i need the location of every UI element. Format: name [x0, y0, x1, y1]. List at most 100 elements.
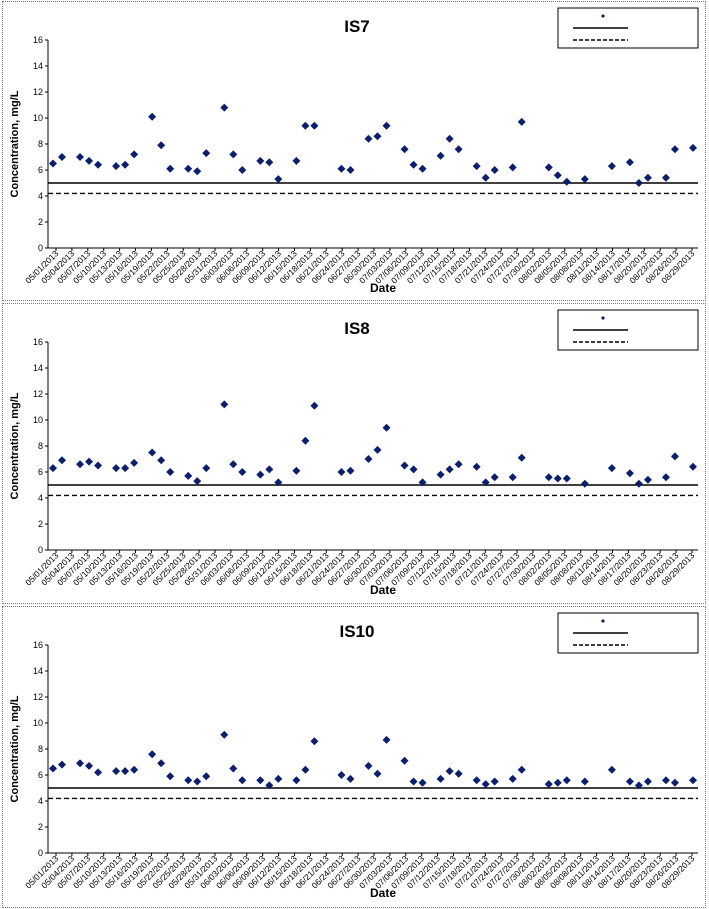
data-point — [580, 777, 589, 786]
chart-title: IS10 — [340, 622, 375, 641]
data-point — [400, 756, 409, 765]
data-point — [517, 117, 526, 126]
data-point — [265, 781, 274, 790]
y-tick-label: 2 — [38, 217, 43, 227]
y-tick-label: 10 — [33, 113, 43, 123]
data-point — [346, 166, 355, 174]
data-point — [445, 134, 454, 143]
y-tick-label: 12 — [33, 87, 43, 97]
data-point — [418, 478, 427, 487]
y-tick-label: 12 — [33, 389, 43, 399]
data-point — [625, 158, 634, 167]
data-point — [689, 143, 697, 152]
data-point — [580, 175, 589, 184]
legend-marker-swatch — [601, 619, 605, 623]
y-tick-label: 4 — [38, 493, 43, 503]
data-point — [337, 164, 346, 173]
y-tick-label: 0 — [38, 243, 43, 253]
data-point — [130, 150, 139, 159]
data-point — [364, 761, 373, 770]
y-tick-label: 14 — [33, 363, 43, 373]
data-point — [301, 121, 310, 130]
data-point — [364, 455, 373, 463]
data-point — [301, 436, 310, 445]
data-point — [481, 173, 490, 182]
data-point — [256, 156, 265, 165]
y-tick-label: 12 — [33, 692, 43, 702]
data-point — [472, 162, 481, 171]
data-point — [220, 103, 229, 112]
data-point — [481, 478, 490, 487]
data-point — [400, 461, 409, 470]
data-point — [238, 468, 247, 476]
chart-panel-is7: IS7 0 2 4 6 8 10 12 14 16 Concentration, mg/L 05/01… — [2, 1, 706, 301]
data-point — [553, 474, 562, 483]
data-point — [643, 173, 652, 182]
data-point — [670, 452, 679, 461]
y-tick-label: 10 — [33, 415, 43, 425]
x-axis-label: Date — [370, 281, 396, 295]
data-point — [634, 781, 643, 790]
data-point — [607, 765, 616, 774]
data-point — [94, 160, 103, 169]
data-point — [130, 458, 139, 467]
y-tick-label: 0 — [38, 848, 43, 858]
y-tick-label: 14 — [33, 61, 43, 71]
data-point — [436, 470, 445, 479]
data-point — [346, 774, 355, 783]
data-point — [454, 145, 463, 154]
data-point — [544, 473, 553, 482]
data-point — [193, 477, 202, 486]
data-point — [634, 179, 643, 187]
chart-panel-is8: IS8 0 2 4 6 8 10 12 14 16 Concentration, mg/L 05/01… — [2, 303, 706, 604]
data-point — [157, 141, 166, 150]
data-point — [265, 465, 274, 474]
data-point — [490, 777, 499, 786]
data-point — [193, 777, 202, 786]
y-tick-label: 0 — [38, 545, 43, 555]
data-point — [562, 776, 571, 785]
data-point — [58, 456, 67, 465]
data-point — [409, 465, 418, 474]
data-point — [689, 776, 697, 785]
data-point — [373, 132, 382, 141]
data-point — [643, 475, 652, 484]
data-point — [670, 145, 679, 154]
data-point — [166, 772, 175, 781]
y-tick-label: 2 — [38, 519, 43, 529]
data-point — [661, 173, 670, 182]
data-point — [382, 423, 391, 432]
data-point — [481, 780, 490, 789]
data-point — [301, 765, 310, 774]
y-tick-label: 14 — [33, 666, 43, 676]
data-point — [157, 759, 166, 768]
y-tick-label: 8 — [38, 139, 43, 149]
data-point — [689, 462, 697, 471]
data-point — [49, 464, 57, 473]
chart-panel-is10: IS10 0 2 4 6 8 10 12 14 16 Concentration, mg/L 05/0… — [2, 606, 706, 908]
data-point — [454, 460, 463, 469]
data-point — [76, 153, 85, 161]
data-point — [409, 777, 418, 786]
data-point — [400, 145, 409, 154]
data-point — [436, 774, 445, 783]
y-tick-label: 6 — [38, 165, 43, 175]
data-point — [85, 156, 94, 165]
data-point — [148, 448, 157, 457]
data-point — [580, 479, 589, 488]
data-point — [94, 768, 103, 777]
data-point — [670, 778, 679, 787]
data-point — [562, 177, 571, 186]
data-point — [121, 464, 130, 473]
data-point — [508, 774, 517, 783]
data-point — [202, 149, 211, 158]
data-point — [625, 469, 634, 478]
data-point — [310, 737, 319, 746]
data-point — [238, 166, 247, 174]
data-point — [337, 468, 346, 476]
data-point — [445, 465, 454, 474]
legend-marker-swatch — [601, 14, 605, 18]
data-point — [418, 164, 427, 173]
data-point — [274, 478, 283, 487]
